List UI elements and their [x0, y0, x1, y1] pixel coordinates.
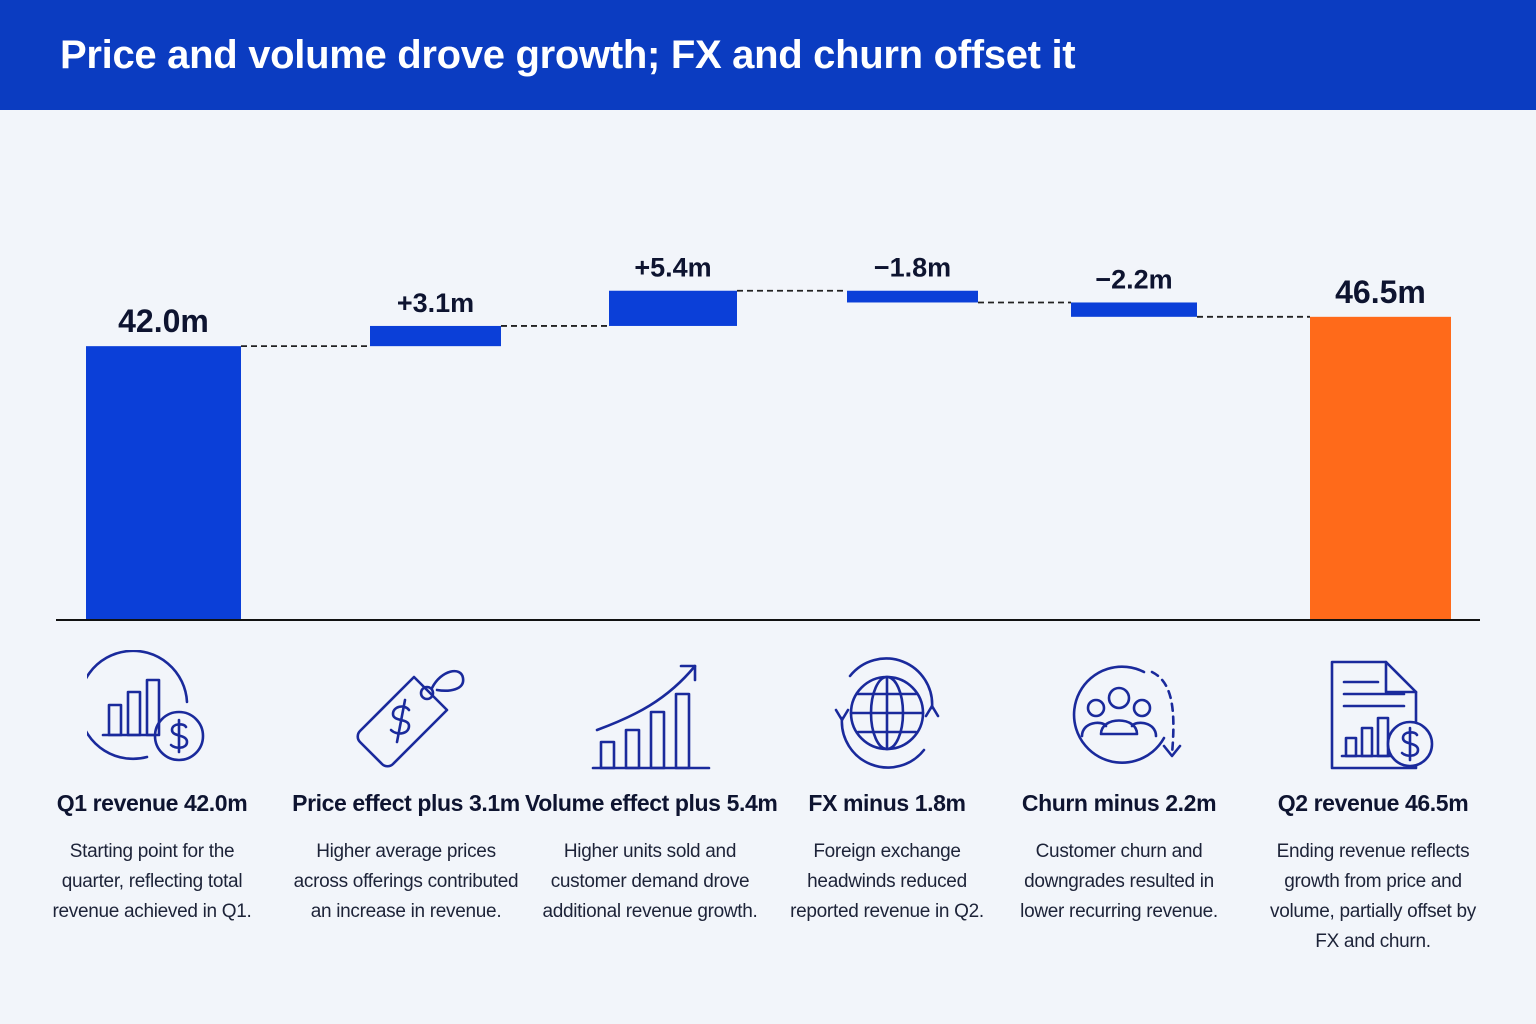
report-dollar-icon	[1330, 660, 1434, 770]
bar-fx	[847, 290, 978, 303]
card-title: Churn minus 2.2m	[1021, 790, 1217, 816]
chart-title: Price and volume drove growth; FX and ch…	[60, 33, 1076, 77]
card-title: Volume effect plus 5.4m	[525, 790, 778, 816]
globe-exchange-icon	[834, 657, 940, 769]
card-description: Higher average prices across offerings c…	[293, 841, 519, 922]
card-volume-effect: Volume effect plus 5.4m Higher units sol…	[525, 640, 778, 927]
growth-chart-icon	[591, 664, 711, 770]
card-title: Q1 revenue 42.0m	[56, 790, 248, 816]
waterfall-chart: 42.0m +3.1m +5.4m −1.8m −2.2m 46.5m	[56, 253, 1480, 621]
price-tag-icon	[356, 669, 465, 768]
bar-volume-effect	[609, 290, 737, 326]
card-q2-revenue: Q2 revenue 46.5m Ending revenue reflects…	[1248, 640, 1498, 957]
explanation-cards: Q1 revenue 42.0m Starting point for the …	[0, 640, 1536, 1024]
data-label: −1.8m	[874, 253, 951, 283]
card-title: Price effect plus 3.1m	[292, 790, 520, 816]
data-label: 46.5m	[1335, 274, 1426, 310]
data-label: 42.0m	[118, 303, 209, 339]
header-banner: Price and volume drove growth; FX and ch…	[0, 0, 1536, 110]
card-fx: FX minus 1.8m Foreign exchange headwinds…	[762, 640, 1012, 927]
card-description: Higher units sold and customer demand dr…	[542, 841, 758, 922]
card-description: Customer churn and downgrades resulted i…	[1020, 841, 1218, 922]
bar-price-effect	[370, 325, 501, 347]
data-label: −2.2m	[1095, 264, 1172, 294]
bar-chart-dollar-icon	[87, 650, 205, 762]
data-label: +5.4m	[634, 253, 711, 283]
card-q1-revenue: Q1 revenue 42.0m Starting point for the …	[27, 640, 277, 927]
card-description: Ending revenue reflects growth from pric…	[1270, 841, 1476, 952]
card-churn: Churn minus 2.2m Customer churn and down…	[994, 640, 1244, 927]
card-title: FX minus 1.8m	[808, 790, 966, 816]
users-churn-icon	[1072, 665, 1182, 764]
card-description: Foreign exchange headwinds reduced repor…	[790, 841, 984, 922]
bar-q2-revenue	[1310, 316, 1451, 620]
data-label: +3.1m	[397, 288, 474, 318]
card-description: Starting point for the quarter, reflecti…	[52, 841, 252, 922]
bar-churn	[1071, 302, 1197, 317]
card-title: Q2 revenue 46.5m	[1277, 790, 1469, 816]
card-price-effect: Price effect plus 3.1m Higher average pr…	[281, 640, 531, 927]
bar-q1-revenue	[86, 346, 241, 620]
